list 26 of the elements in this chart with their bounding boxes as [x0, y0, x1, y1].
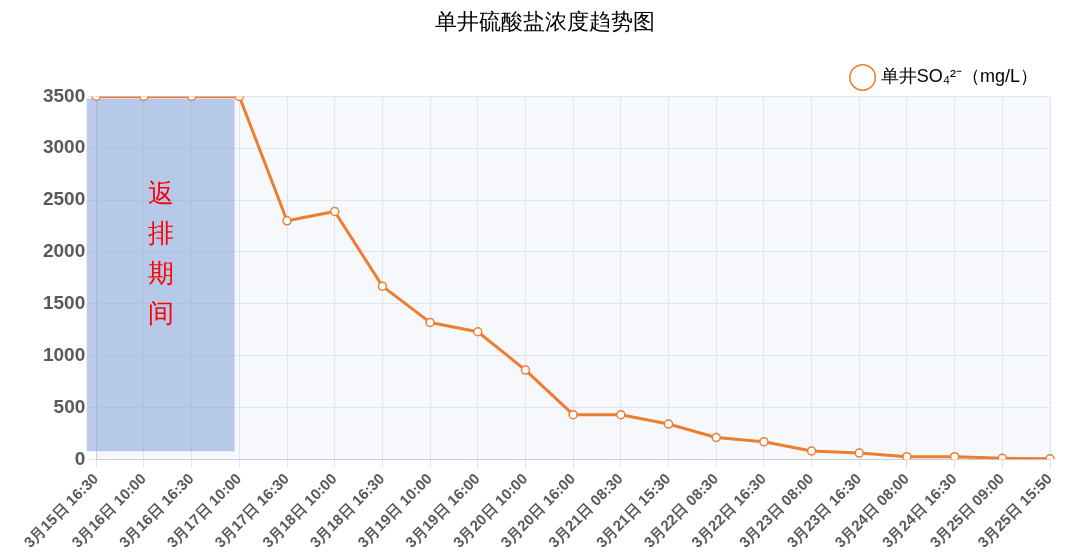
y-tick-label: 500 [53, 395, 86, 417]
legend-label: 单井SO₄²⁻（mg/L） [880, 66, 1039, 87]
y-tick-label: 2000 [42, 240, 86, 262]
y-tick-label: 3500 [42, 84, 86, 106]
point [520, 365, 531, 375]
point [568, 409, 578, 420]
point [473, 327, 483, 337]
y-tick-label: 3000 [42, 136, 86, 158]
y-tick-label: 1500 [42, 292, 86, 313]
point [663, 419, 674, 429]
point [425, 317, 435, 328]
point [806, 446, 817, 456]
point [902, 451, 912, 460]
point [711, 432, 721, 443]
point [854, 448, 864, 458]
y-tick-label: 2500 [42, 188, 86, 210]
y-tick-label: 0 [74, 447, 86, 469]
point [616, 409, 626, 420]
point [282, 216, 292, 226]
point [329, 206, 340, 217]
point [377, 281, 388, 291]
band-label: 返排期间 [147, 177, 174, 328]
y-tick-label: 1000 [42, 343, 86, 365]
point [949, 451, 960, 460]
chart-title: 单井硫酸盐浓度趋势图 [435, 8, 655, 34]
point [759, 436, 769, 447]
